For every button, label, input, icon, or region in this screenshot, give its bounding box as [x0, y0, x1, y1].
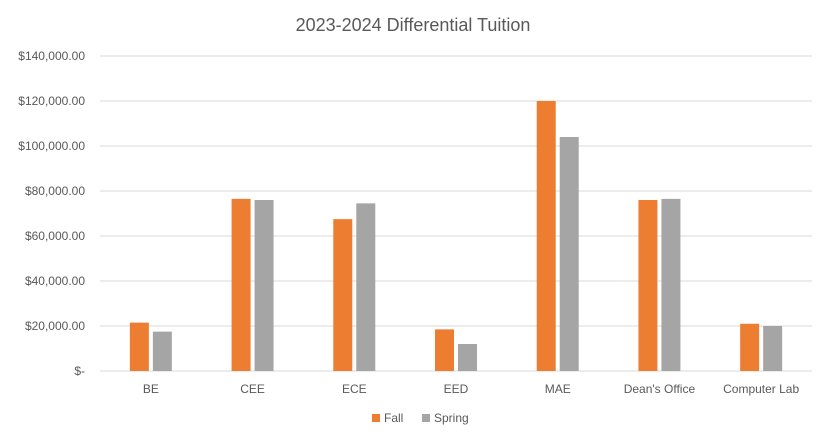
- x-tick-label: BE: [143, 382, 159, 396]
- bars: [129, 101, 783, 371]
- gridlines: [100, 55, 812, 372]
- legend-label-spring: Spring: [434, 411, 469, 425]
- bar-fall-2: [333, 219, 353, 371]
- bar-fall-1: [231, 198, 251, 371]
- y-tick-label: $140,000.00: [18, 49, 85, 63]
- bar-fall-6: [740, 323, 760, 371]
- legend-swatch-spring: [422, 414, 430, 422]
- bar-spring-0: [152, 331, 172, 371]
- y-tick-label: $100,000.00: [18, 139, 85, 153]
- bar-fall-3: [435, 329, 454, 371]
- y-tick-label: $80,000.00: [25, 184, 85, 198]
- x-tick-label: Dean's Office: [624, 382, 696, 396]
- y-tick-label: $20,000.00: [25, 319, 85, 333]
- y-tick-label: $-: [74, 364, 85, 378]
- y-tick-label: $120,000.00: [18, 94, 85, 108]
- legend-label-fall: Fall: [384, 411, 403, 425]
- x-axis-ticks: BE CEE ECE EED MAE Dean's Office Computer Lab: [143, 382, 800, 396]
- bar-fall-4: [536, 101, 556, 371]
- x-tick-label: Computer Lab: [723, 382, 799, 396]
- bar-spring-5: [661, 198, 681, 371]
- x-tick-label: EED: [444, 382, 469, 396]
- bar-spring-4: [559, 137, 579, 371]
- y-tick-label: $60,000.00: [25, 229, 85, 243]
- y-axis-ticks: $- $20,000.00 $40,000.00 $60,000.00 $80,000.…: [18, 49, 85, 378]
- y-tick-label: $40,000.00: [25, 274, 85, 288]
- bar-fall-5: [638, 200, 658, 371]
- bar-fall-0: [129, 322, 149, 371]
- chart-title: 2023-2024 Differential Tuition: [296, 15, 531, 35]
- x-tick-label: ECE: [342, 382, 367, 396]
- bar-spring-3: [458, 344, 477, 371]
- x-tick-label: MAE: [545, 382, 571, 396]
- x-tick-label: CEE: [240, 382, 265, 396]
- bar-spring-6: [763, 326, 783, 371]
- bar-spring-2: [356, 203, 376, 371]
- legend-swatch-fall: [372, 414, 380, 422]
- bar-spring-1: [254, 200, 274, 371]
- legend: Fall Spring: [372, 411, 469, 425]
